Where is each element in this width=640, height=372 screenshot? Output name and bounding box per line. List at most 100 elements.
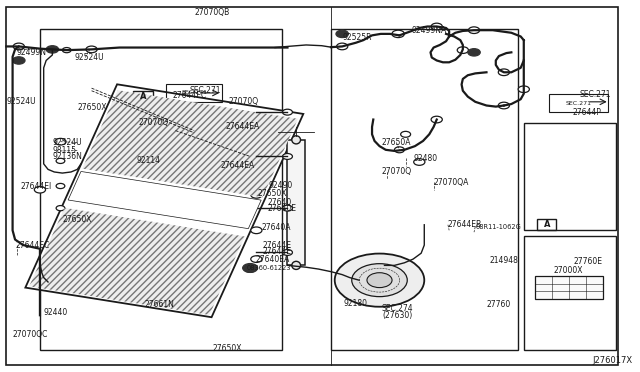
Text: 98115: 98115 <box>52 146 76 155</box>
Circle shape <box>56 183 65 189</box>
Circle shape <box>13 43 24 50</box>
Bar <box>538 219 556 230</box>
Text: 27644EA: 27644EA <box>220 161 255 170</box>
Text: 27070Q: 27070Q <box>228 97 259 106</box>
Bar <box>133 91 153 103</box>
Text: 27640A: 27640A <box>261 223 291 232</box>
Bar <box>548 94 608 112</box>
Text: 27070QA: 27070QA <box>434 178 469 187</box>
Text: 27644EC: 27644EC <box>15 241 49 250</box>
Text: 27644EB: 27644EB <box>448 220 482 229</box>
Bar <box>26 84 303 317</box>
Ellipse shape <box>292 261 301 269</box>
Text: 92490: 92490 <box>269 182 293 190</box>
Circle shape <box>56 158 65 163</box>
Text: 92114: 92114 <box>137 155 161 165</box>
Text: 08360-61223: 08360-61223 <box>247 265 292 271</box>
Circle shape <box>86 46 97 53</box>
Circle shape <box>243 263 258 272</box>
Text: SEC.271: SEC.271 <box>181 90 207 96</box>
Circle shape <box>282 205 292 211</box>
Text: 27070QB: 27070QB <box>194 8 229 17</box>
Bar <box>83 90 298 197</box>
Circle shape <box>13 57 25 64</box>
Text: 92136N: 92136N <box>52 152 83 161</box>
Text: 27644EA: 27644EA <box>225 122 260 131</box>
Circle shape <box>251 192 262 198</box>
Bar <box>524 236 616 350</box>
Text: (27630): (27630) <box>382 311 412 320</box>
Bar <box>331 29 518 350</box>
Circle shape <box>56 206 65 211</box>
Text: J276017X: J276017X <box>592 356 632 365</box>
Text: 27661N: 27661N <box>145 300 174 310</box>
Text: 27640E: 27640E <box>268 204 296 214</box>
Text: 27070Q: 27070Q <box>382 167 412 176</box>
Circle shape <box>367 273 392 288</box>
Bar <box>40 29 282 350</box>
Bar <box>524 123 616 230</box>
Circle shape <box>394 147 404 153</box>
Circle shape <box>499 102 509 109</box>
Bar <box>68 171 261 229</box>
Text: A: A <box>543 220 550 229</box>
Text: 92524U: 92524U <box>75 53 104 62</box>
Circle shape <box>335 254 424 307</box>
Text: 27070QC: 27070QC <box>13 330 48 339</box>
Text: 92480: 92480 <box>413 154 437 163</box>
Circle shape <box>62 48 71 53</box>
Circle shape <box>457 47 468 54</box>
Text: 27760: 27760 <box>486 300 511 310</box>
Circle shape <box>251 256 262 262</box>
Bar <box>287 140 305 265</box>
Text: SEC.271: SEC.271 <box>580 90 611 99</box>
Circle shape <box>468 49 480 56</box>
Circle shape <box>282 154 292 160</box>
Circle shape <box>282 109 292 115</box>
Text: SEC.271: SEC.271 <box>565 101 591 106</box>
Text: 08R11-1062G: 08R11-1062G <box>476 224 521 230</box>
Text: 92180: 92180 <box>344 299 367 308</box>
Text: 27650X: 27650X <box>258 189 287 198</box>
Text: 92524U: 92524U <box>52 138 82 147</box>
Text: 92499NA: 92499NA <box>412 26 447 35</box>
Circle shape <box>499 69 509 76</box>
Circle shape <box>392 30 404 38</box>
Bar <box>29 208 244 315</box>
Circle shape <box>413 159 425 165</box>
Circle shape <box>251 227 262 234</box>
Text: 92499N: 92499N <box>17 48 47 57</box>
Circle shape <box>401 131 411 137</box>
Circle shape <box>352 264 407 296</box>
Circle shape <box>337 43 348 50</box>
Circle shape <box>55 138 66 145</box>
Text: 27070Q: 27070Q <box>138 118 168 126</box>
Circle shape <box>431 23 442 30</box>
Bar <box>166 84 222 102</box>
Bar <box>535 276 604 299</box>
Text: 27650A: 27650A <box>382 138 412 147</box>
Text: A: A <box>140 92 147 101</box>
Text: 27650X: 27650X <box>62 215 92 224</box>
Circle shape <box>518 86 529 93</box>
Circle shape <box>282 250 292 256</box>
Text: 27644E: 27644E <box>262 241 292 250</box>
Text: 27644P: 27644P <box>572 108 601 118</box>
Circle shape <box>431 116 442 123</box>
Text: 92525R: 92525R <box>342 33 372 42</box>
Text: 92440: 92440 <box>44 308 68 317</box>
Text: SEC.271: SEC.271 <box>190 86 221 94</box>
Text: 27644EI: 27644EI <box>20 182 51 191</box>
Text: 92524U: 92524U <box>6 97 36 106</box>
Text: 27000X: 27000X <box>554 266 583 275</box>
Text: 27760E: 27760E <box>573 257 602 266</box>
Circle shape <box>56 232 65 237</box>
Text: 27644E: 27644E <box>262 247 292 256</box>
Text: 27644EC: 27644EC <box>172 91 207 100</box>
Circle shape <box>35 186 45 193</box>
Circle shape <box>46 46 59 53</box>
Text: 27640: 27640 <box>268 198 292 207</box>
Ellipse shape <box>292 136 301 144</box>
Text: 27640EA: 27640EA <box>255 254 289 264</box>
Circle shape <box>468 27 479 33</box>
